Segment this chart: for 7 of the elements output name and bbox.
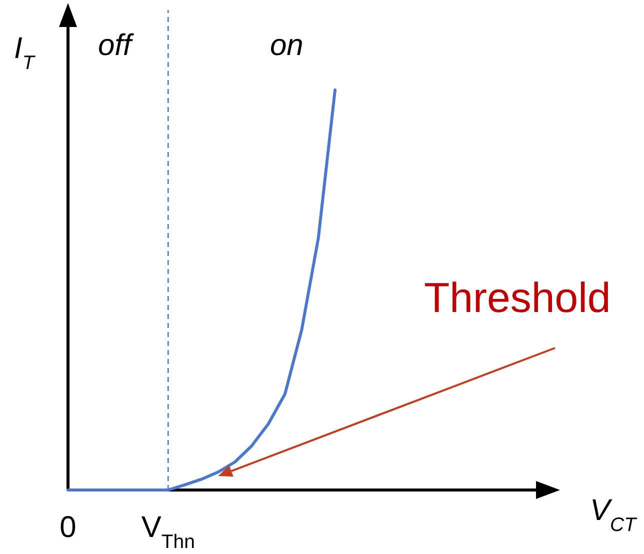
x-axis-title: V$_{CT}$ — [590, 494, 638, 536]
text: on — [270, 29, 304, 62]
text: off — [98, 29, 134, 62]
annotation: Threshold — [424, 274, 611, 321]
y-axis-title: I$_{T}$ — [14, 32, 36, 74]
x-tick-label: 0 — [60, 511, 76, 544]
x-tick-label: V$_{Thn}$ — [141, 511, 195, 553]
